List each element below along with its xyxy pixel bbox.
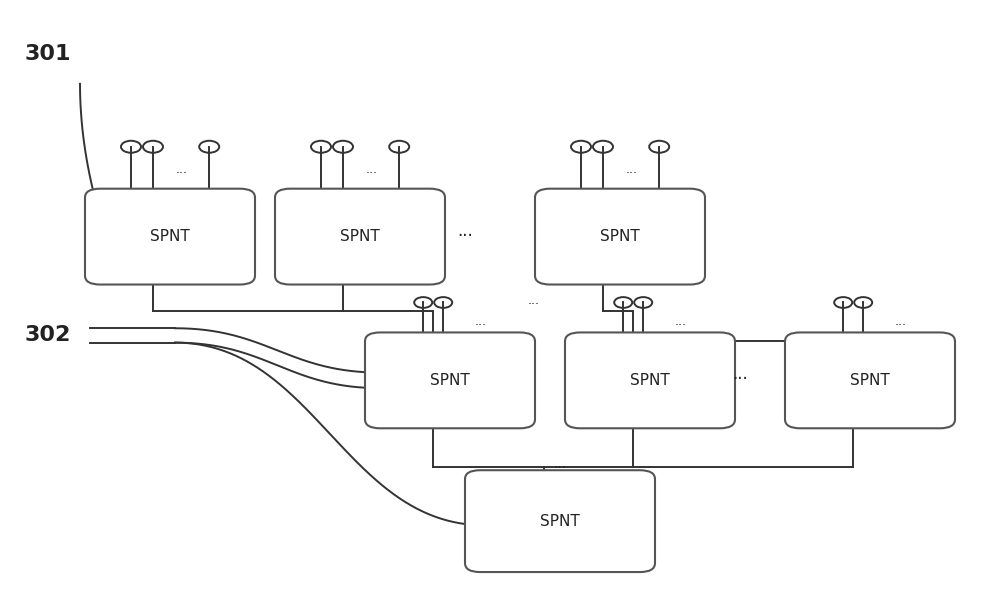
FancyBboxPatch shape: [85, 189, 255, 285]
Text: ...: ...: [175, 163, 187, 176]
Text: ...: ...: [475, 316, 487, 328]
Text: ...: ...: [625, 163, 637, 176]
FancyBboxPatch shape: [275, 189, 445, 285]
Text: ...: ...: [365, 163, 377, 176]
FancyBboxPatch shape: [565, 332, 735, 428]
Text: SPNT: SPNT: [430, 373, 470, 388]
Text: SPNT: SPNT: [340, 229, 380, 244]
Text: ...: ...: [553, 457, 567, 471]
Text: ...: ...: [895, 316, 907, 328]
FancyBboxPatch shape: [365, 332, 535, 428]
FancyBboxPatch shape: [535, 189, 705, 285]
Text: 301: 301: [25, 44, 72, 64]
FancyBboxPatch shape: [465, 470, 655, 572]
Text: ...: ...: [732, 365, 748, 383]
Text: SPNT: SPNT: [850, 373, 890, 388]
Text: SPNT: SPNT: [600, 229, 640, 244]
Text: ...: ...: [675, 316, 687, 328]
Text: SPNT: SPNT: [540, 513, 580, 529]
Text: ...: ...: [457, 222, 473, 240]
Text: 302: 302: [25, 325, 71, 346]
Text: SPNT: SPNT: [150, 229, 190, 244]
Text: SPNT: SPNT: [630, 373, 670, 388]
FancyBboxPatch shape: [785, 332, 955, 428]
Text: ...: ...: [527, 294, 539, 307]
